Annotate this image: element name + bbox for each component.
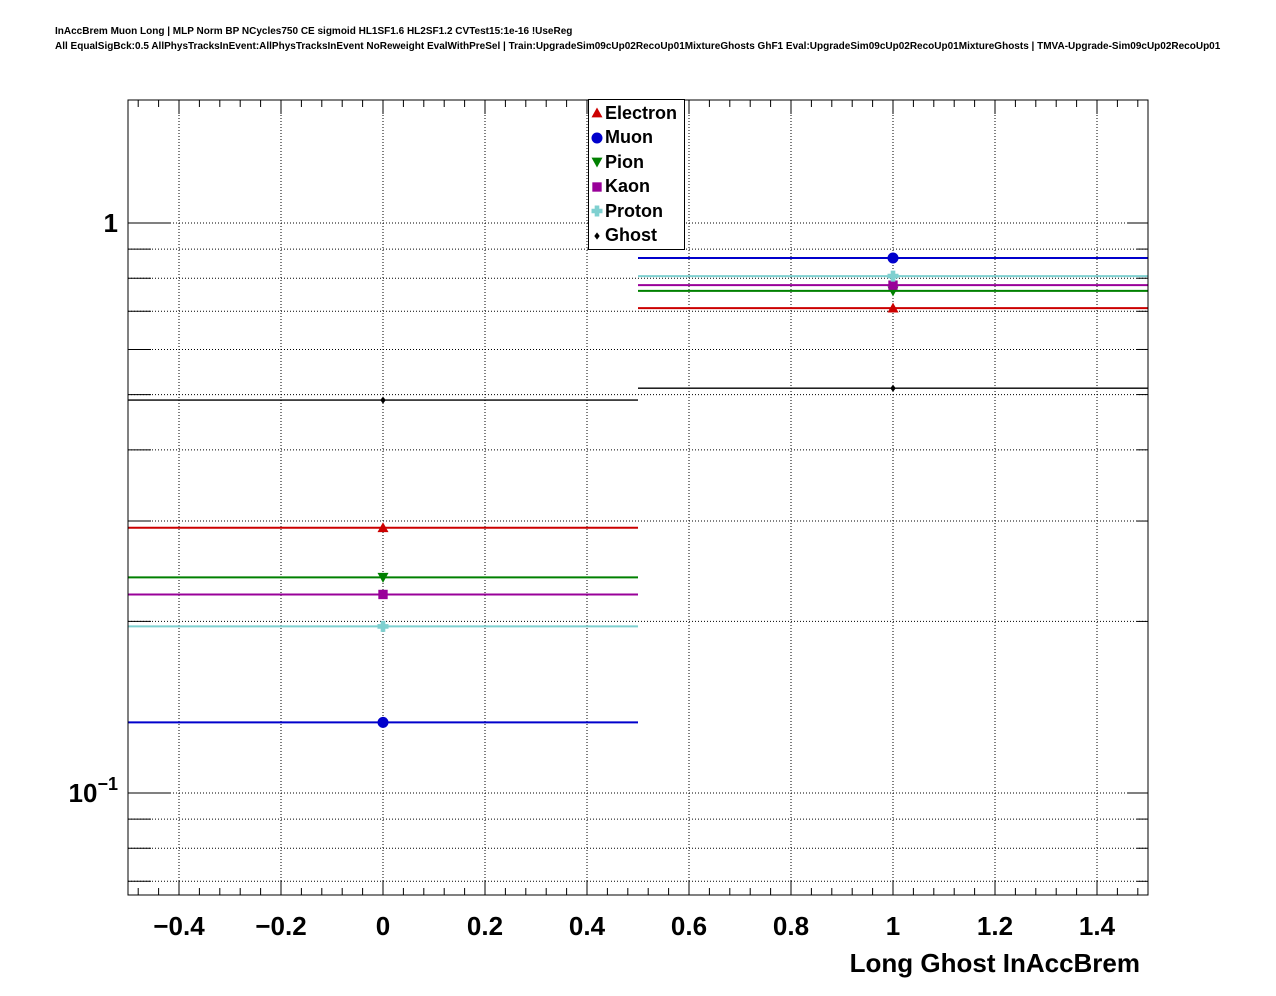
tick-layer — [128, 100, 1148, 895]
series-marker-ghost — [380, 396, 386, 404]
electron-marker-icon — [591, 107, 603, 118]
series-ghost — [128, 384, 1148, 404]
series-electron — [128, 302, 1148, 533]
electron-marker-glyph — [591, 107, 603, 118]
legend-row-ghost: Ghost — [590, 224, 684, 249]
x-tick-label: 0 — [376, 911, 390, 941]
series-layer — [128, 252, 1148, 728]
muon-marker-glyph — [591, 132, 603, 144]
x-tick-label: 1.2 — [977, 911, 1013, 941]
legend-row-kaon: Kaon — [590, 175, 684, 200]
y-tick-label-1: 1 — [104, 208, 118, 238]
plot-title-line2: All EqualSigBck:0.5 AllPhysTracksInEvent… — [55, 41, 1221, 52]
pion-marker-icon — [591, 157, 603, 168]
series-marker-electron — [377, 522, 389, 533]
legend-row-electron: Electron — [590, 101, 684, 126]
kaon-marker-glyph — [592, 182, 602, 192]
series-marker-ghost — [890, 384, 896, 392]
series-marker-electron — [887, 302, 899, 313]
legend-row-pion: Pion — [590, 150, 684, 175]
muon-marker-icon — [591, 132, 603, 144]
x-axis-title: Long Ghost InAccBrem — [850, 948, 1140, 978]
series-marker-proton — [377, 620, 389, 632]
legend-label-electron: Electron — [605, 102, 678, 123]
pion-marker-glyph — [591, 157, 603, 168]
y-tick-label-0p1: 10−1 — [69, 774, 118, 808]
x-tick-label: −0.4 — [153, 911, 205, 941]
plot-header: InAccBrem Muon Long | MLP Norm BP NCycle… — [55, 24, 1220, 54]
x-tick-label: −0.2 — [255, 911, 306, 941]
x-tick-label: 0.4 — [569, 911, 606, 941]
legend-box: Electron Muon Pion Kaon Proton Ghost — [588, 99, 685, 250]
x-tick-labels: −0.4 −0.2 0 0.2 0.4 0.6 0.8 1 1.2 1.4 — [153, 911, 1115, 941]
legend-label-pion: Pion — [605, 151, 644, 172]
kaon-marker-icon — [592, 182, 602, 192]
legend-row-muon: Muon — [590, 126, 684, 151]
legend-label-kaon: Kaon — [605, 176, 650, 197]
legend-label-muon: Muon — [605, 127, 653, 148]
plot-title-line1: InAccBrem Muon Long | MLP Norm BP NCycle… — [55, 26, 573, 37]
x-tick-label: 0.6 — [671, 911, 707, 941]
legend-label-proton: Proton — [605, 200, 663, 221]
series-marker-proton — [887, 270, 899, 282]
legend-row-proton: Proton — [590, 199, 684, 224]
series-marker-kaon — [888, 280, 898, 290]
x-tick-label: 0.8 — [773, 911, 809, 941]
series-proton — [128, 270, 1148, 632]
series-muon — [128, 252, 1148, 728]
series-marker-muon — [887, 252, 899, 264]
series-kaon — [128, 280, 1148, 600]
proton-marker-icon — [591, 205, 603, 217]
ghost-marker-glyph — [594, 232, 600, 240]
proton-marker-glyph — [591, 205, 603, 217]
legend-label-ghost: Ghost — [605, 225, 657, 246]
series-marker-muon — [377, 716, 389, 728]
grid-layer — [128, 100, 1148, 895]
ghost-marker-icon — [594, 232, 600, 240]
x-tick-label: 1 — [886, 911, 900, 941]
x-tick-label: 1.4 — [1079, 911, 1116, 941]
x-tick-label: 0.2 — [467, 911, 503, 941]
series-pion — [128, 286, 1148, 583]
series-marker-kaon — [378, 589, 388, 600]
series-marker-pion — [377, 572, 389, 583]
